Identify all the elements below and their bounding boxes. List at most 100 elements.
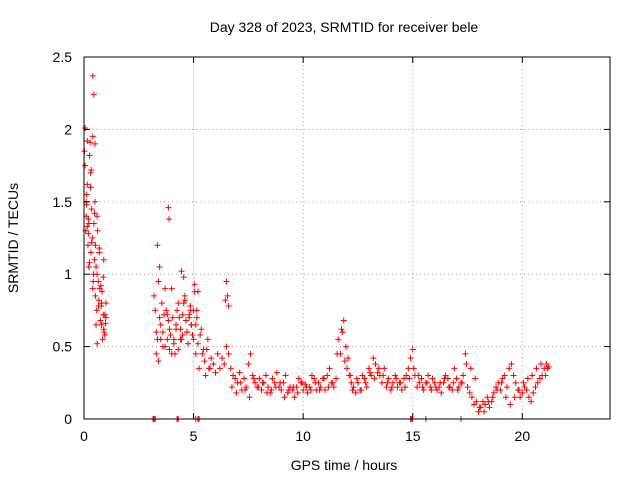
data-point xyxy=(177,336,184,343)
data-point xyxy=(544,365,551,372)
data-point xyxy=(180,300,187,307)
data-point xyxy=(423,379,430,386)
data-point xyxy=(530,389,537,396)
data-point xyxy=(420,387,427,394)
data-point xyxy=(316,387,323,394)
data-point xyxy=(88,206,95,213)
data-point xyxy=(345,355,352,362)
data-point xyxy=(202,372,209,379)
data-point xyxy=(93,307,100,314)
data-point xyxy=(165,317,172,324)
data-point xyxy=(463,360,470,367)
data-point xyxy=(95,297,102,304)
data-point xyxy=(445,384,452,391)
data-point xyxy=(325,384,332,391)
data-point xyxy=(472,375,479,382)
data-point xyxy=(179,311,186,318)
data-point xyxy=(175,300,182,307)
data-point xyxy=(180,274,187,281)
data-point xyxy=(525,394,532,401)
x-tick-label: 15 xyxy=(405,428,421,444)
data-point xyxy=(245,360,252,367)
data-point xyxy=(335,336,342,343)
data-point xyxy=(410,365,417,372)
y-tick-label: 2 xyxy=(64,121,72,137)
data-point xyxy=(385,375,392,382)
data-point xyxy=(510,372,517,379)
data-point xyxy=(406,375,413,382)
x-tick-label: 5 xyxy=(190,428,198,444)
data-point xyxy=(176,314,183,321)
data-point xyxy=(398,387,405,394)
data-point xyxy=(174,307,181,314)
chart-title: Day 328 of 2023, SRMTID for receiver bel… xyxy=(210,19,479,35)
data-point xyxy=(363,384,370,391)
data-point xyxy=(91,198,98,205)
data-point xyxy=(102,314,109,321)
data-point xyxy=(291,394,298,401)
data-point xyxy=(83,201,90,208)
data-point xyxy=(372,360,379,367)
data-point xyxy=(88,166,95,173)
data-point xyxy=(397,379,404,386)
data-point xyxy=(418,375,425,382)
data-point xyxy=(92,242,99,249)
data-point xyxy=(381,365,388,372)
data-point xyxy=(242,387,249,394)
data-point xyxy=(96,245,103,252)
data-point xyxy=(493,384,500,391)
data-point xyxy=(350,384,357,391)
data-point xyxy=(402,384,409,391)
data-point xyxy=(394,384,401,391)
data-point xyxy=(255,384,262,391)
data-point xyxy=(95,303,102,310)
data-point xyxy=(98,288,105,295)
data-point xyxy=(460,372,467,379)
data-point xyxy=(358,387,365,394)
data-point xyxy=(225,303,232,310)
data-point xyxy=(503,384,510,391)
data-point xyxy=(86,152,93,159)
data-point xyxy=(158,300,165,307)
data-point xyxy=(454,387,461,394)
data-point xyxy=(89,133,96,140)
data-point xyxy=(379,379,386,386)
data-point xyxy=(181,297,188,304)
data-point xyxy=(502,394,509,401)
data-point xyxy=(184,329,191,336)
data-point xyxy=(473,398,480,405)
data-point xyxy=(100,274,107,281)
data-point xyxy=(85,220,92,227)
data-point xyxy=(204,336,211,343)
data-point xyxy=(324,372,331,379)
data-point xyxy=(223,278,230,285)
data-point xyxy=(425,372,432,379)
data-point xyxy=(330,384,337,391)
data-point xyxy=(185,340,192,347)
data-point xyxy=(210,360,217,367)
data-point xyxy=(416,379,423,386)
data-point xyxy=(221,360,228,367)
data-point xyxy=(156,314,163,321)
data-point xyxy=(90,220,97,227)
data-point xyxy=(450,379,457,386)
data-point xyxy=(284,389,291,396)
data-points xyxy=(81,72,552,422)
data-point xyxy=(164,311,171,318)
data-point xyxy=(490,389,497,396)
data-point xyxy=(285,387,292,394)
data-point xyxy=(222,297,229,304)
data-point xyxy=(365,365,372,372)
data-point xyxy=(485,398,492,405)
data-point xyxy=(233,389,240,396)
data-point xyxy=(169,314,176,321)
data-point xyxy=(455,384,462,391)
data-point xyxy=(449,387,456,394)
data-point xyxy=(247,350,254,357)
data-point xyxy=(99,336,106,343)
data-point xyxy=(484,394,491,401)
data-point xyxy=(476,404,483,411)
data-point xyxy=(189,332,196,339)
data-point xyxy=(94,227,101,234)
data-point xyxy=(153,350,160,357)
